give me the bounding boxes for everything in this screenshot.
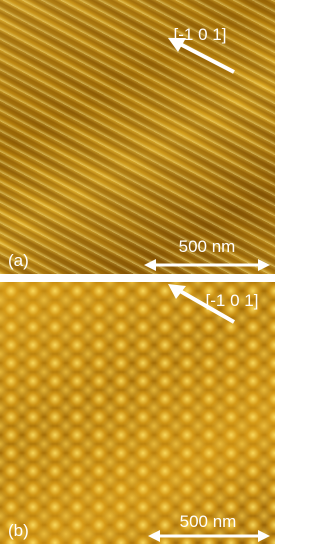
afm-image-a: [-1 0 1] 500 nm (a) [0,0,275,274]
page: [-1 0 1] 500 nm (a) [-1 0 1] 500 nm (b) … [0,0,275,544]
panel-label: (a) [8,251,29,270]
overlay-a: [-1 0 1] 500 nm (a) [0,0,275,274]
overlay-b: [-1 0 1] 500 nm (b) [0,282,275,544]
scale-head [258,259,270,271]
afm-image-b: [-1 0 1] 500 nm (b) [0,282,275,544]
scale-head [144,259,156,271]
direction-arrow [180,44,234,72]
scale-label: 500 nm [180,512,237,531]
scale-head [258,530,270,542]
scale-head [148,530,160,542]
panel-label: (b) [8,521,29,540]
scale-label: 500 nm [179,237,236,256]
direction-label: [-1 0 1] [206,291,259,310]
